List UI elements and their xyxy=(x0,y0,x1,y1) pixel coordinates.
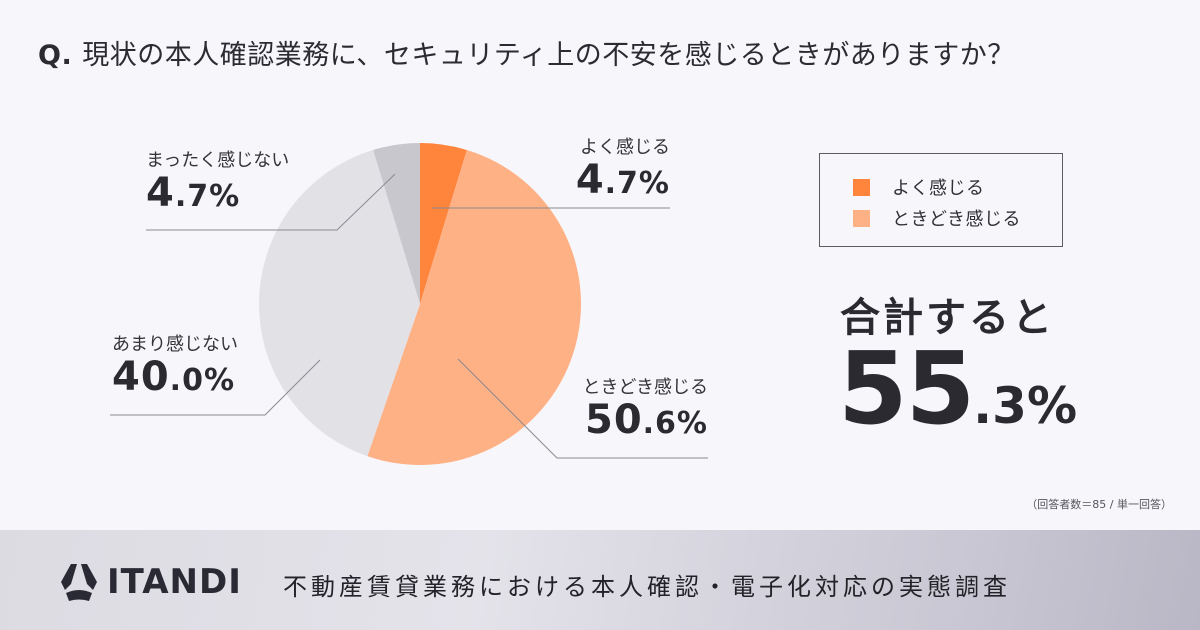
legend-swatch-sometimes xyxy=(853,209,870,227)
label-rarely-name: あまり感じない xyxy=(112,334,238,355)
total-value: 55.3% xyxy=(838,330,1078,447)
legend-label-often: よく感じる xyxy=(892,178,985,199)
footer-banner: ITANDI 不動産賃貸業務における本人確認・電子化対応の実態調査 xyxy=(0,530,1200,630)
label-sometimes-name: ときどき感じる xyxy=(582,377,708,398)
slice-sometimes xyxy=(367,149,581,465)
sample-note: （回答者数＝85 / 単一回答） xyxy=(1026,498,1172,511)
label-rarely-value: 40.0% xyxy=(112,354,236,400)
label-rarely: あまり感じない 40.0% xyxy=(112,330,238,398)
label-sometimes: ときどき感じる 50.6% xyxy=(560,373,708,441)
legend-item-sometimes: ときどき感じる xyxy=(853,205,1021,231)
survey-title: 不動産賃貸業務における本人確認・電子化対応の実態調査 xyxy=(283,573,1011,601)
brand-logo: ITANDI xyxy=(57,560,242,604)
total-label: 合計すると xyxy=(840,295,1055,341)
slice-never xyxy=(373,143,420,304)
label-never: まったく感じない 4.7% xyxy=(146,146,289,214)
question-title: Q. 現状の本人確認業務に、セキュリティ上の不安を感じるときがありますか？ xyxy=(38,33,1015,72)
slice-often xyxy=(420,143,467,304)
brand-name: ITANDI xyxy=(107,562,242,602)
question-prefix: Q. xyxy=(38,40,73,71)
question-text: 現状の本人確認業務に、セキュリティ上の不安を感じるときがありますか？ xyxy=(82,40,1015,71)
label-often-value: 4.7% xyxy=(575,157,670,203)
legend: よく感じる ときどき感じる xyxy=(819,153,1063,247)
label-never-value: 4.7% xyxy=(146,170,241,216)
label-sometimes-value: 50.6% xyxy=(584,397,708,443)
label-never-name: まったく感じない xyxy=(146,150,290,171)
itandi-logo-icon xyxy=(61,564,97,601)
label-often: よく感じる 4.7% xyxy=(560,133,670,201)
legend-item-often: よく感じる xyxy=(853,174,985,200)
legend-label-sometimes: ときどき感じる xyxy=(892,209,1021,230)
legend-swatch-often xyxy=(853,178,870,196)
label-often-name: よく感じる xyxy=(580,137,670,158)
